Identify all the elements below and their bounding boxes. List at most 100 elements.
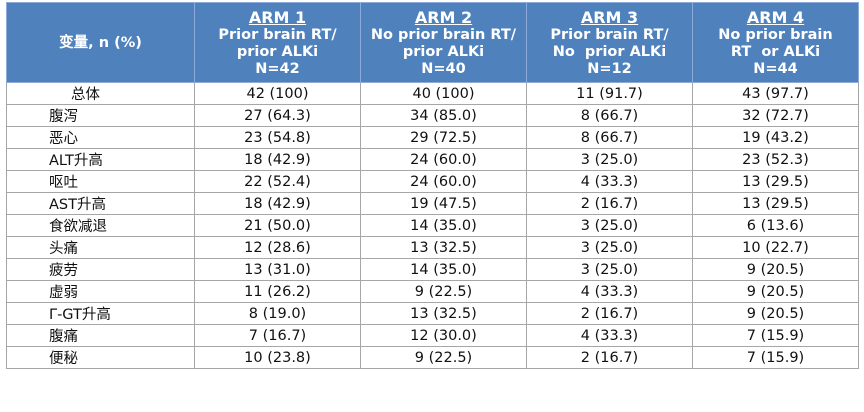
arm-2-cell: 13 (32.5)	[360, 236, 527, 259]
arm-1-line-1: Prior brain RT/	[218, 27, 337, 43]
arm-4-cell: 23 (52.3)	[692, 148, 859, 171]
arm-4-cell: 13 (29.5)	[692, 170, 859, 193]
row-label: 头痛	[6, 236, 195, 259]
row-label: 便秘	[6, 346, 195, 369]
table-row: 食欲减退 21 (50.0) 14 (35.0) 3 (25.0) 6 (13.…	[6, 214, 859, 237]
arm-2-cell: 14 (35.0)	[360, 214, 527, 237]
arm-3-cell: 8 (66.7)	[526, 104, 693, 127]
arm-2-title: ARM 2	[414, 8, 473, 27]
arm-3-cell: 2 (16.7)	[526, 192, 693, 215]
arm-3-cell: 4 (33.3)	[526, 170, 693, 193]
arm-2-cell: 9 (22.5)	[360, 280, 527, 303]
arm-2-cell: 9 (22.5)	[360, 346, 527, 369]
arm-4-cell: 9 (20.5)	[692, 302, 859, 325]
arm-2-cell: 34 (85.0)	[360, 104, 527, 127]
row-label: 腹痛	[6, 324, 195, 347]
arm-2-cell: 40 (100)	[360, 82, 527, 105]
table-row: 腹痛 7 (16.7) 12 (30.0) 4 (33.3) 7 (15.9)	[6, 324, 859, 347]
arm-3-line-2: No prior ALKi	[552, 44, 667, 60]
arm-3-cell: 2 (16.7)	[526, 346, 693, 369]
arm-1-cell: 18 (42.9)	[194, 148, 361, 171]
arm-3-cell: 8 (66.7)	[526, 126, 693, 149]
table-row: 疲劳 13 (31.0) 14 (35.0) 3 (25.0) 9 (20.5)	[6, 258, 859, 281]
arm-3-cell: 11 (91.7)	[526, 82, 693, 105]
arm-4-line-3: N=44	[753, 61, 798, 77]
arm-4-cell: 32 (72.7)	[692, 104, 859, 127]
row-label: 总体	[6, 82, 195, 105]
arm-4-cell: 7 (15.9)	[692, 324, 859, 347]
table-row: 腹泻 27 (64.3) 34 (85.0) 8 (66.7) 32 (72.7…	[6, 104, 859, 127]
row-label: Γ-GT升高	[6, 302, 195, 325]
arm-1-cell: 42 (100)	[194, 82, 361, 105]
arm-1-cell: 7 (16.7)	[194, 324, 361, 347]
arm-3-cell: 4 (33.3)	[526, 280, 693, 303]
arm-2-cell: 13 (32.5)	[360, 302, 527, 325]
row-label: AST升高	[6, 192, 195, 215]
arm-2-cell: 19 (47.5)	[360, 192, 527, 215]
table-row: ALT升高 18 (42.9) 24 (60.0) 3 (25.0) 23 (5…	[6, 148, 859, 171]
arm-2-cell: 12 (30.0)	[360, 324, 527, 347]
arm-1-title: ARM 1	[248, 8, 307, 27]
arm-4-title: ARM 4	[746, 8, 805, 27]
arm-2-cell: 24 (60.0)	[360, 148, 527, 171]
arm-3-cell: 2 (16.7)	[526, 302, 693, 325]
table-header: 变量, n (%) ARM 1 Prior brain RT/ prior AL…	[6, 2, 859, 83]
arm-2-column-header: ARM 2 No prior brain RT/ prior ALKi N=40	[360, 2, 527, 83]
arm-4-cell: 9 (20.5)	[692, 280, 859, 303]
arm-2-line-1: No prior brain RT/	[370, 27, 517, 43]
arm-1-cell: 11 (26.2)	[194, 280, 361, 303]
table-row: 总体 42 (100) 40 (100) 11 (91.7) 43 (97.7)	[6, 82, 859, 105]
arm-1-cell: 12 (28.6)	[194, 236, 361, 259]
arm-4-cell: 7 (15.9)	[692, 346, 859, 369]
arm-1-column-header: ARM 1 Prior brain RT/ prior ALKi N=42	[194, 2, 361, 83]
table-body: 总体 42 (100) 40 (100) 11 (91.7) 43 (97.7)…	[6, 82, 859, 369]
arm-3-cell: 3 (25.0)	[526, 148, 693, 171]
row-label: 腹泻	[6, 104, 195, 127]
adverse-events-table: 变量, n (%) ARM 1 Prior brain RT/ prior AL…	[6, 2, 859, 369]
arm-1-cell: 18 (42.9)	[194, 192, 361, 215]
row-label: 食欲减退	[6, 214, 195, 237]
arm-2-line-2: prior ALKi	[402, 44, 485, 60]
arm-3-column-header: ARM 3 Prior brain RT/ No prior ALKi N=12	[526, 2, 693, 83]
arm-3-title: ARM 3	[580, 8, 639, 27]
arm-4-cell: 9 (20.5)	[692, 258, 859, 281]
arm-4-cell: 10 (22.7)	[692, 236, 859, 259]
table-row: Γ-GT升高 8 (19.0) 13 (32.5) 2 (16.7) 9 (20…	[6, 302, 859, 325]
row-label: 呕吐	[6, 170, 195, 193]
table-row: 恶心 23 (54.8) 29 (72.5) 8 (66.7) 19 (43.2…	[6, 126, 859, 149]
arm-2-line-3: N=40	[421, 61, 466, 77]
arm-3-cell: 3 (25.0)	[526, 236, 693, 259]
arm-1-cell: 27 (64.3)	[194, 104, 361, 127]
arm-4-cell: 19 (43.2)	[692, 126, 859, 149]
arm-2-cell: 14 (35.0)	[360, 258, 527, 281]
variable-column-header: 变量, n (%)	[6, 2, 195, 83]
row-label: 虚弱	[6, 280, 195, 303]
arm-1-line-3: N=42	[255, 61, 300, 77]
arm-1-cell: 13 (31.0)	[194, 258, 361, 281]
arm-4-line-1: No prior brain	[718, 27, 833, 43]
arm-2-cell: 29 (72.5)	[360, 126, 527, 149]
arm-3-cell: 4 (33.3)	[526, 324, 693, 347]
arm-4-cell: 43 (97.7)	[692, 82, 859, 105]
table-row: 头痛 12 (28.6) 13 (32.5) 3 (25.0) 10 (22.7…	[6, 236, 859, 259]
arm-3-line-1: Prior brain RT/	[550, 27, 669, 43]
table-row: AST升高 18 (42.9) 19 (47.5) 2 (16.7) 13 (2…	[6, 192, 859, 215]
arm-3-line-3: N=12	[587, 61, 632, 77]
row-label: 恶心	[6, 126, 195, 149]
row-label: ALT升高	[6, 148, 195, 171]
arm-4-cell: 6 (13.6)	[692, 214, 859, 237]
adverse-events-table-container: 变量, n (%) ARM 1 Prior brain RT/ prior AL…	[6, 2, 859, 369]
arm-3-cell: 3 (25.0)	[526, 214, 693, 237]
table-row: 虚弱 11 (26.2) 9 (22.5) 4 (33.3) 9 (20.5)	[6, 280, 859, 303]
table-row: 便秘 10 (23.8) 9 (22.5) 2 (16.7) 7 (15.9)	[6, 346, 859, 369]
arm-4-line-2: RT or ALKi	[730, 44, 821, 60]
arm-1-cell: 8 (19.0)	[194, 302, 361, 325]
arm-4-cell: 13 (29.5)	[692, 192, 859, 215]
table-row: 呕吐 22 (52.4) 24 (60.0) 4 (33.3) 13 (29.5…	[6, 170, 859, 193]
row-label: 疲劳	[6, 258, 195, 281]
arm-4-column-header: ARM 4 No prior brain RT or ALKi N=44	[692, 2, 859, 83]
arm-1-cell: 10 (23.8)	[194, 346, 361, 369]
arm-1-line-2: prior ALKi	[236, 44, 319, 60]
arm-1-cell: 23 (54.8)	[194, 126, 361, 149]
arm-3-cell: 3 (25.0)	[526, 258, 693, 281]
